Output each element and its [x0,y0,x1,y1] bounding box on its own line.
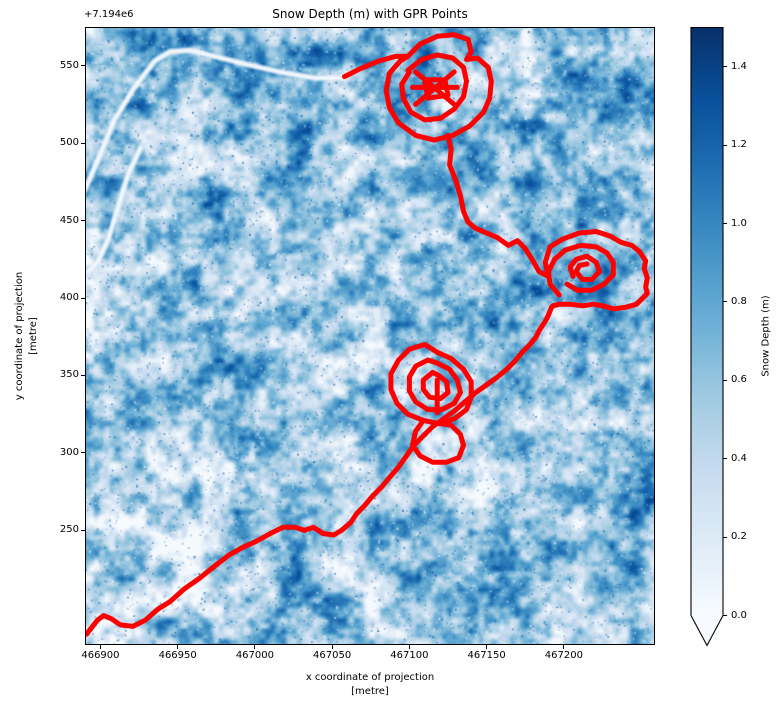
colorbar-tick-label: 0.6 [731,374,747,386]
y-tick-label: 400 [59,292,79,304]
y-tick-mark [81,374,85,376]
gpr-track-east-spiral-outer [542,229,650,312]
gpr-track-north-spiral-middle [399,52,469,123]
x-tick-label: 467100 [390,650,429,661]
colorbar-tick-mark [723,379,727,381]
colorbar-tick-mark [723,223,727,224]
y-tick-label: 500 [59,137,79,149]
colorbar-tick-mark [723,144,727,146]
snow-depth-raster [85,27,655,645]
x-tick-label: 467000 [235,650,274,661]
gpr-track-north-east-connector [445,132,551,279]
chart-title: Snow Depth (m) with GPR Points [272,7,468,21]
x-axis-label-line2: [metre] [351,686,389,697]
x-tick-label: 466900 [81,650,120,661]
colorbar [690,26,724,647]
colorbar-tick-label: 0.4 [731,452,747,464]
y-tick-label: 450 [59,214,79,226]
colorbar-tick-label: 1.0 [731,217,747,229]
gpr-track-north-spiral-outer [342,32,494,143]
gpr-track-central-spiral-inner [420,369,451,402]
gpr-track-north-inner-loop [422,77,451,101]
colorbar-tick-mark [723,301,727,303]
gpr-track-east-spiral-middle [545,242,616,298]
gpr-track-approach-track [85,303,556,637]
x-tick-mark [254,645,256,649]
y-tick-mark [81,297,85,299]
y-tick-label: 350 [59,369,79,381]
gpr-track-central-spiral-middle [406,357,463,413]
y-axis-label-line2: [metre] [28,317,39,355]
colorbar-tick-mark [723,615,727,616]
x-tick-mark [486,645,488,649]
gpr-track-central-lower-loop [410,417,466,465]
y-axis-label: y coordinate of projection [metre] [13,272,41,400]
colorbar-tick-mark [723,536,727,538]
x-tick-mark [331,645,333,649]
x-tick-label: 466950 [158,650,197,661]
x-axis-label: x coordinate of projection [metre] [85,671,655,699]
y-tick-mark [81,220,85,222]
colorbar-label: Snow Depth (m) [760,295,772,377]
colorbar-tick-mark [723,66,727,68]
y-tick-mark [81,142,85,144]
colorbar-tick-label: 0.2 [731,531,747,543]
x-tick-label: 467150 [467,650,506,661]
x-axis-label-line1: x coordinate of projection [305,672,435,683]
y-tick-mark [81,452,85,454]
y-tick-mark [81,65,85,67]
y-axis-offset-text: +7.194e6 [84,9,134,20]
y-tick-label: 300 [59,446,79,458]
x-tick-mark [99,645,101,649]
colorbar-tick-label: 1.2 [731,139,747,151]
x-tick-label: 467200 [544,650,583,661]
x-tick-label: 467050 [313,650,352,661]
colorbar-tick-label: 0.8 [731,295,747,307]
x-tick-mark [177,645,179,649]
y-axis-label-line1: y coordinate of projection [14,271,25,401]
gpr-track-east-spiral-inner [567,253,602,282]
colorbar-tick-label: 1.4 [731,60,747,72]
colorbar-tick-mark [723,458,727,460]
colorbar-tick-label: 0.0 [731,609,747,621]
y-tick-label: 550 [59,59,79,71]
x-tick-mark [563,645,565,649]
gpr-track-overlay [85,32,650,637]
x-tick-mark [408,645,410,649]
y-tick-label: 250 [59,524,79,536]
y-tick-mark [81,529,85,531]
